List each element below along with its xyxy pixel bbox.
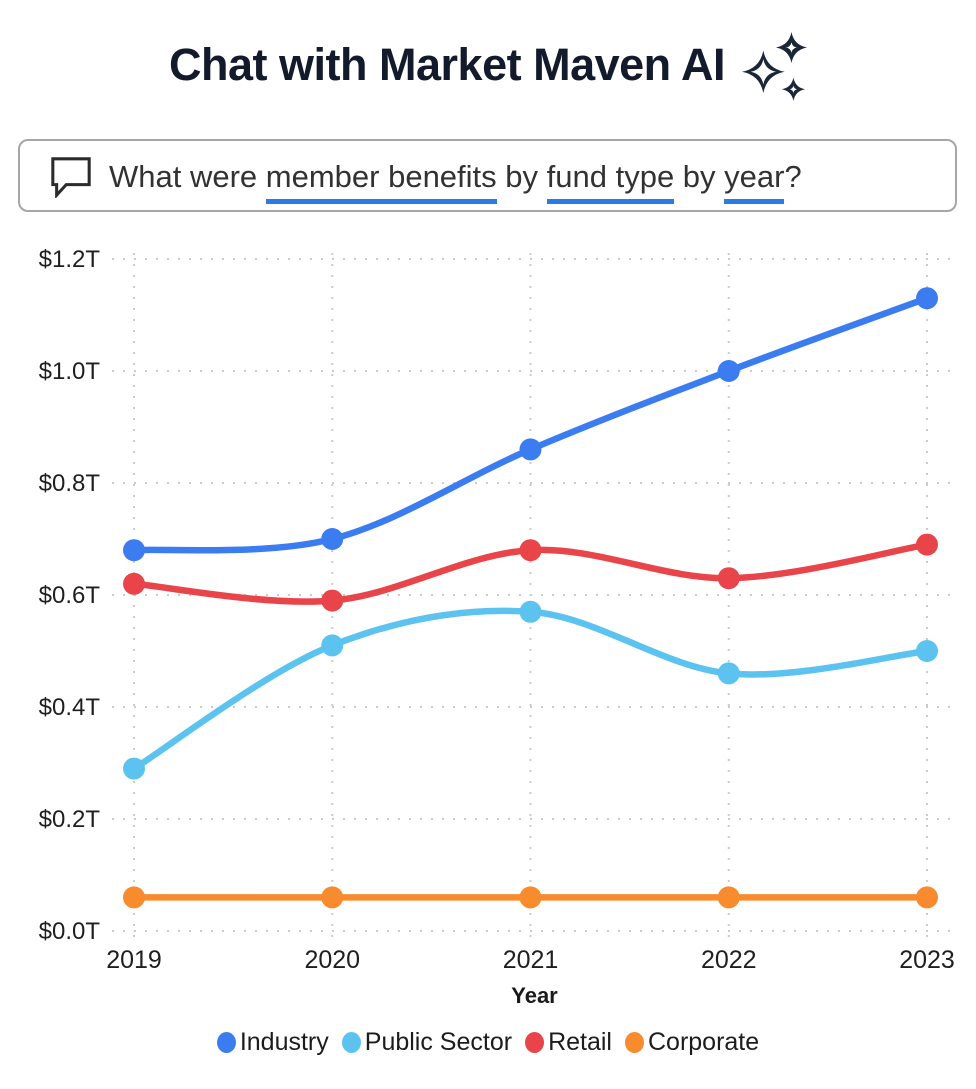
chart-point-corporate-2022 bbox=[717, 886, 740, 909]
header: Chat with Market Maven AI bbox=[0, 20, 976, 110]
chart-legend: Industry Public Sector Retail Corporate bbox=[0, 1028, 976, 1057]
legend-item-corporate[interactable]: Corporate bbox=[624, 1028, 760, 1057]
chart-point-retail-2022 bbox=[717, 567, 740, 590]
legend-label: Industry bbox=[239, 1028, 329, 1056]
y-tick-label: $0.2T bbox=[39, 806, 101, 833]
chart-point-retail-2023 bbox=[916, 533, 938, 556]
x-tick-label: 2022 bbox=[701, 946, 757, 974]
y-tick-label: $0.6T bbox=[39, 582, 101, 609]
question-text-part: What were bbox=[109, 159, 266, 194]
chart-point-corporate-2023 bbox=[916, 886, 938, 909]
question-text-part: ? bbox=[784, 159, 802, 194]
chart-point-industry-2019 bbox=[123, 539, 145, 562]
sparkles-icon bbox=[741, 32, 807, 101]
page-title: Chat with Market Maven AI bbox=[169, 39, 725, 90]
chart-point-public-sector-2020 bbox=[321, 634, 344, 657]
y-tick-label: $0.0T bbox=[39, 918, 101, 945]
question-highlighted-term: year bbox=[724, 159, 785, 204]
chart-point-retail-2019 bbox=[123, 572, 145, 595]
question-highlighted-term: member benefits bbox=[265, 159, 497, 204]
y-tick-label: $1.2T bbox=[39, 246, 101, 273]
chart-point-corporate-2019 bbox=[123, 886, 145, 909]
x-tick-label: 2023 bbox=[899, 946, 955, 974]
y-tick-label: $1.0T bbox=[39, 358, 101, 385]
chat-question-input[interactable]: What were member benefits by fund type b… bbox=[18, 139, 957, 212]
chart-point-retail-2020 bbox=[321, 589, 344, 612]
chart-point-public-sector-2021 bbox=[519, 600, 542, 623]
question-text-part: by bbox=[674, 159, 725, 194]
chart-point-industry-2020 bbox=[321, 528, 344, 550]
chart-point-public-sector-2019 bbox=[123, 757, 145, 780]
y-tick-label: $0.4T bbox=[39, 694, 101, 721]
chart-point-public-sector-2022 bbox=[717, 662, 740, 685]
chart-point-industry-2023 bbox=[916, 287, 938, 310]
chart-point-industry-2021 bbox=[519, 438, 542, 461]
chart-point-corporate-2020 bbox=[321, 886, 344, 909]
chart-point-corporate-2021 bbox=[519, 886, 542, 909]
question-text: What were member benefits by fund type b… bbox=[109, 159, 802, 204]
chart-point-public-sector-2023 bbox=[916, 640, 938, 662]
chart-line-industry bbox=[130, 294, 931, 554]
chart-point-retail-2021 bbox=[519, 539, 542, 562]
x-tick-label: 2021 bbox=[503, 946, 559, 974]
x-tick-label: 2020 bbox=[304, 946, 360, 974]
x-tick-label: 2019 bbox=[106, 946, 162, 974]
legend-item-retail[interactable]: Retail bbox=[525, 1028, 612, 1057]
legend-item-industry[interactable]: Industry bbox=[216, 1028, 329, 1057]
legend-label: Retail bbox=[548, 1028, 612, 1056]
legend-dot-icon bbox=[341, 1032, 361, 1053]
line-chart: $0.0T $0.2T $0.4T $0.6T $0.8T $1.0T $1.2T 2019 2… bbox=[39, 246, 957, 1008]
question-text-part: by bbox=[496, 159, 547, 194]
x-axis-title: Year bbox=[511, 983, 558, 1008]
legend-dot-icon bbox=[525, 1032, 545, 1053]
legend-dot-icon bbox=[624, 1032, 644, 1053]
legend-label: Public Sector bbox=[364, 1028, 513, 1056]
question-highlighted-term: fund type bbox=[546, 159, 675, 204]
chart-point-industry-2022 bbox=[717, 360, 740, 382]
chart-line-public-sector bbox=[130, 607, 931, 772]
legend-item-public-sector[interactable]: Public Sector bbox=[341, 1028, 513, 1057]
legend-dot-icon bbox=[216, 1032, 236, 1053]
y-tick-label: $0.8T bbox=[39, 470, 101, 497]
chat-bubble-icon bbox=[51, 156, 91, 198]
legend-label: Corporate bbox=[647, 1028, 760, 1056]
